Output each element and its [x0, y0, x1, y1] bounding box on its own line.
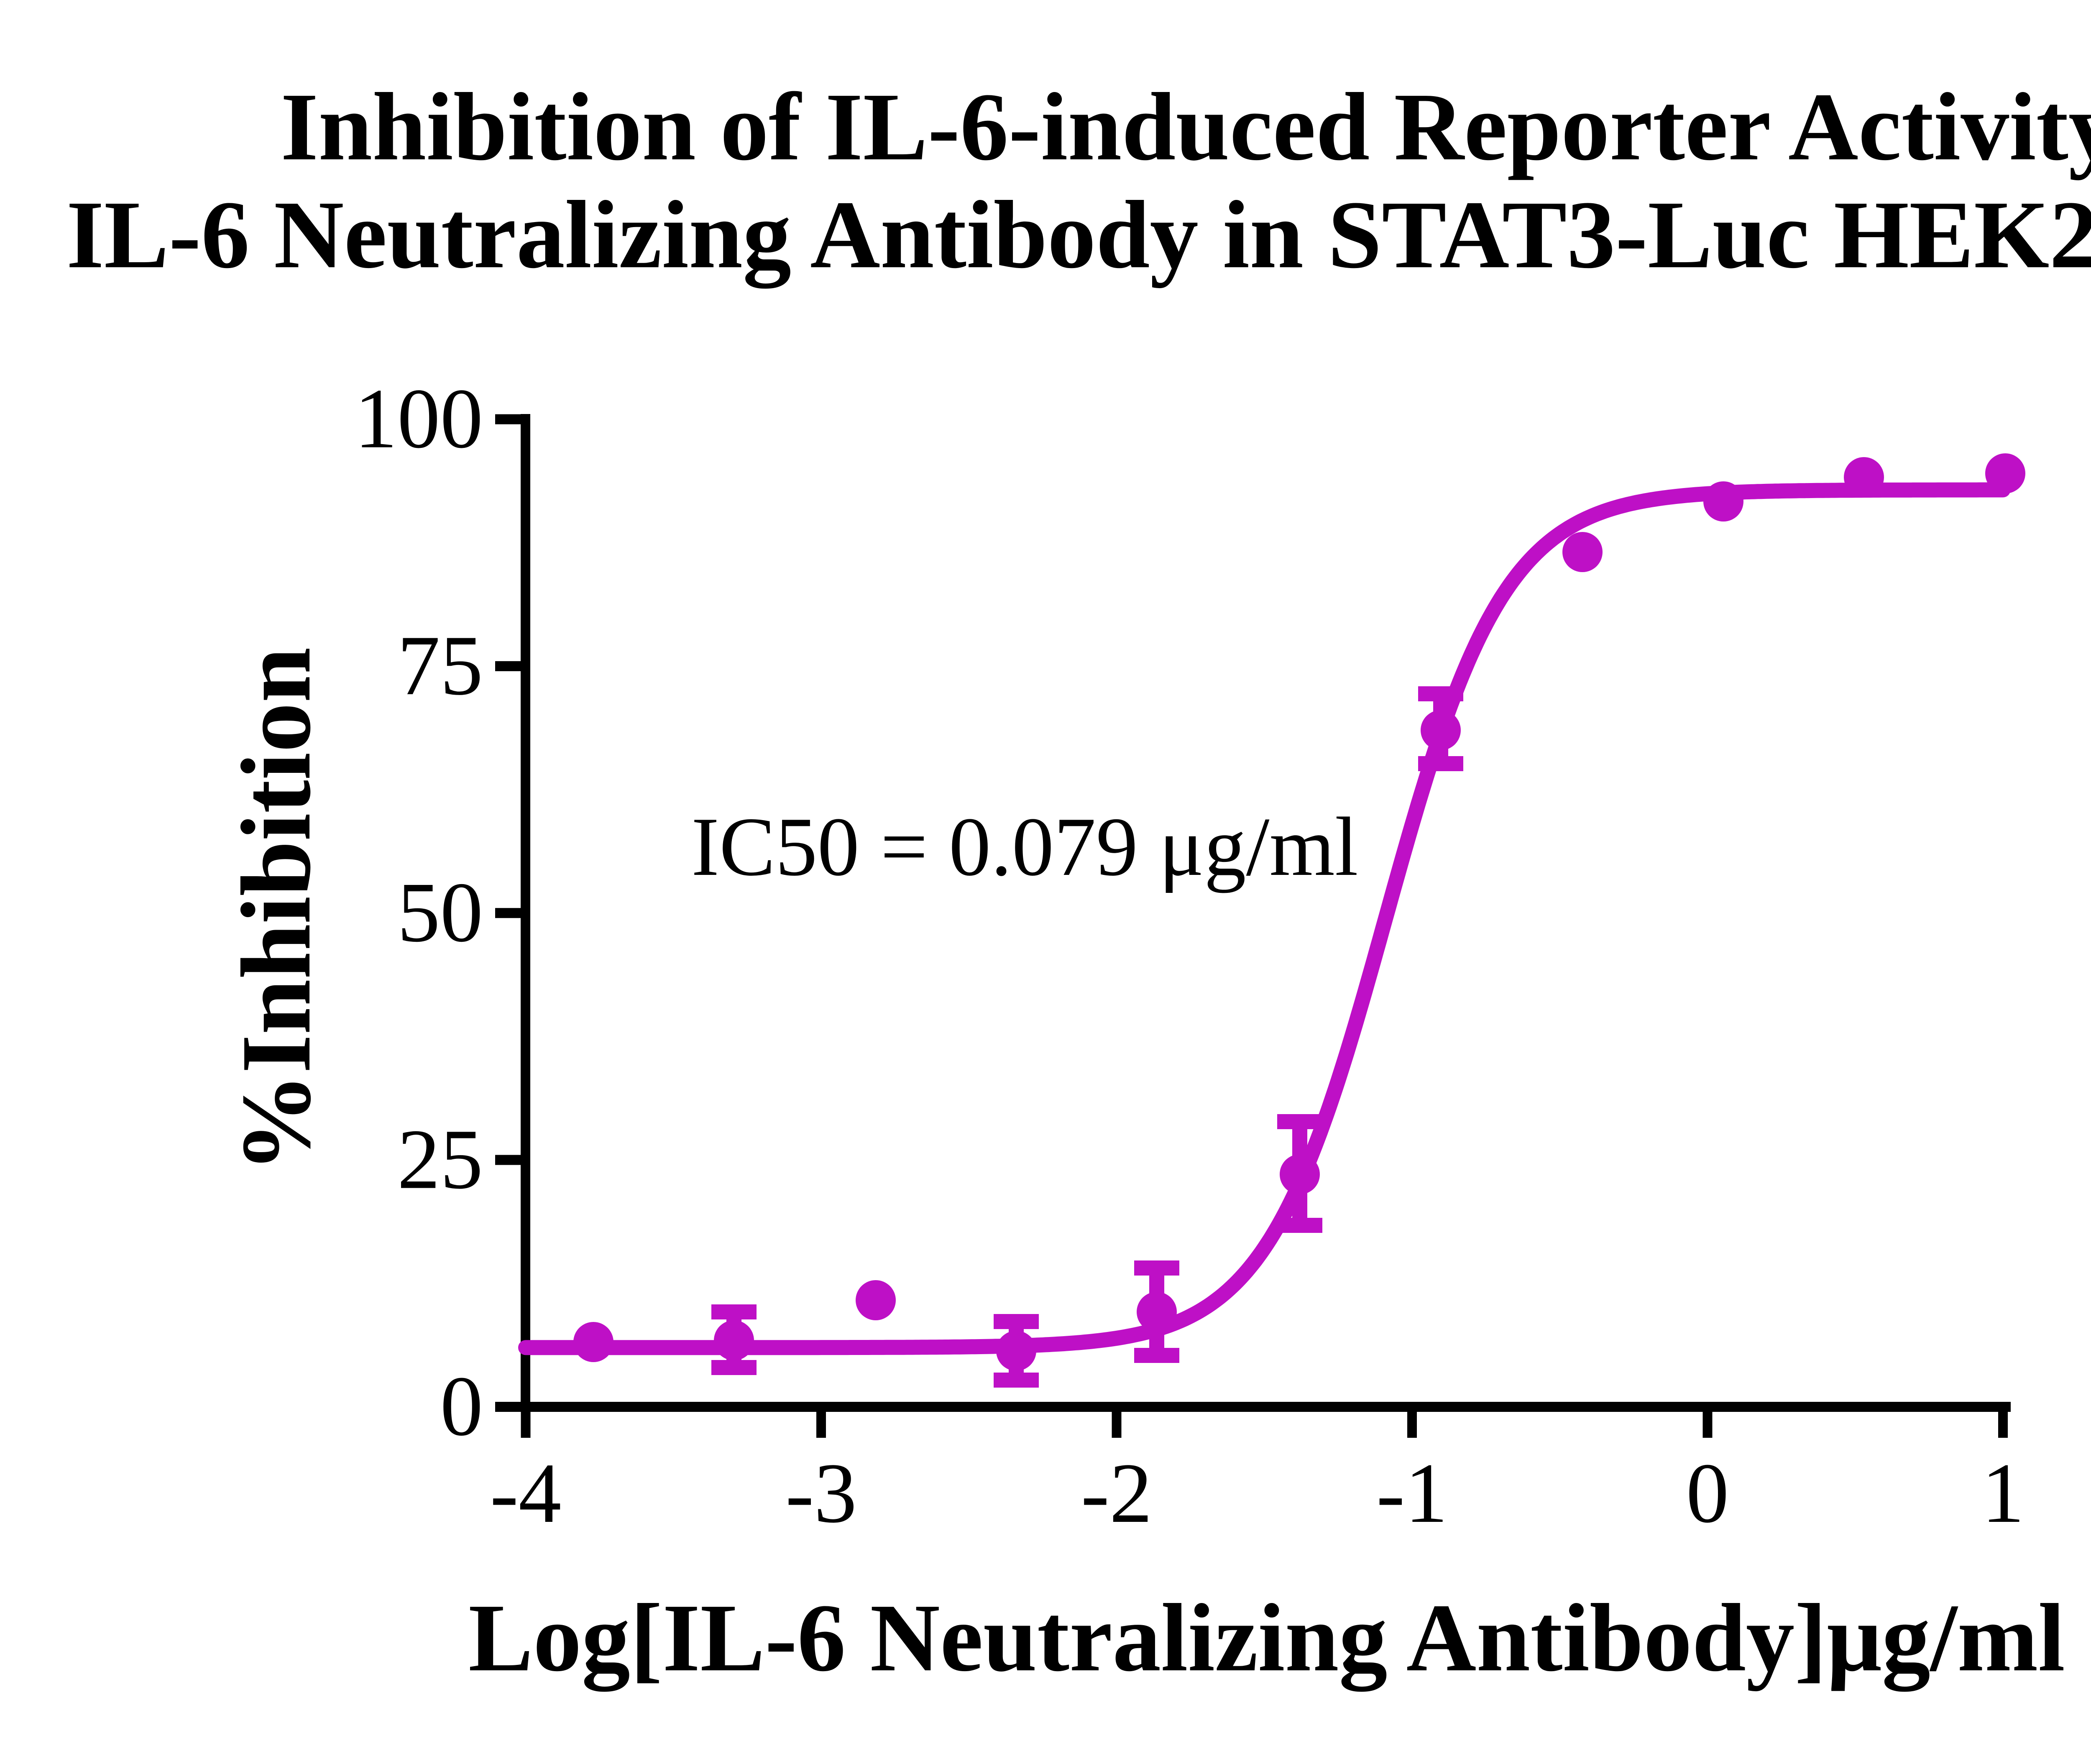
svg-text:IC50 = 0.079 μg/ml: IC50 = 0.079 μg/ml — [691, 800, 1358, 893]
svg-text:-2: -2 — [1081, 1446, 1153, 1541]
svg-text:0: 0 — [1686, 1446, 1729, 1541]
svg-text:-4: -4 — [490, 1446, 562, 1541]
svg-text:25: 25 — [397, 1112, 483, 1207]
svg-text:%Inhibition: %Inhibition — [221, 647, 331, 1173]
svg-text:Log[IL-6 Neutralizing Antibody: Log[IL-6 Neutralizing Antibody]μg/ml — [468, 1584, 2065, 1692]
svg-text:-3: -3 — [785, 1446, 857, 1541]
svg-text:IL-6 Neutralizing Antibody in: IL-6 Neutralizing Antibody in STAT3-Luc … — [66, 171, 2091, 289]
svg-text:100: 100 — [355, 371, 483, 466]
svg-text:1: 1 — [1981, 1446, 2025, 1541]
svg-text:0: 0 — [440, 1359, 483, 1454]
svg-text:-1: -1 — [1376, 1446, 1448, 1541]
svg-text:Inhibition of IL-6-induced Rep: Inhibition of IL-6-induced Reporter Acti… — [281, 73, 2091, 181]
svg-text:50: 50 — [397, 865, 483, 960]
svg-text:75: 75 — [397, 618, 483, 713]
